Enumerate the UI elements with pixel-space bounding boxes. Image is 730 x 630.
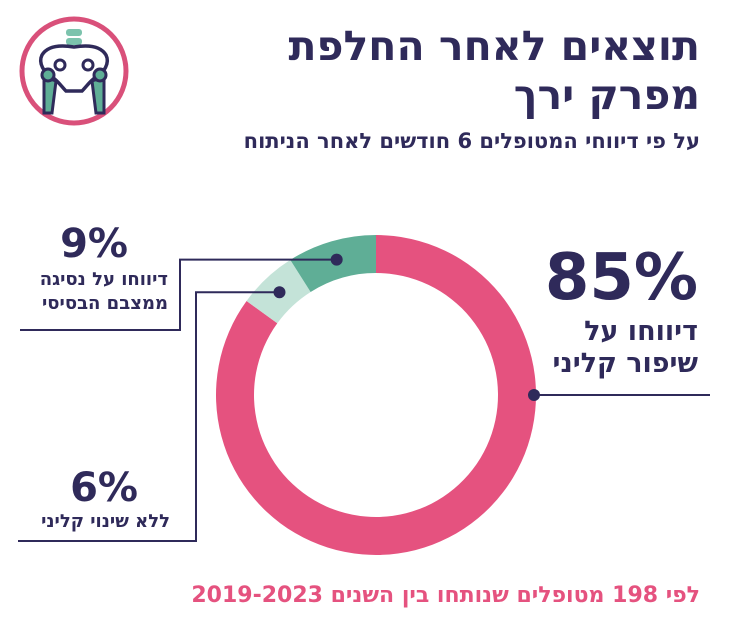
slice-desc-improved: דיווחו על שיפור קליני — [552, 316, 698, 379]
page-subtitle: על פי דיווחי המטופלים 6 חודשים לאחר הנית… — [243, 129, 700, 153]
slice-desc-declined: דיווחו על נסיגה ממצבם הבסיסי — [39, 269, 168, 314]
slice-desc-nochange: ללא שינוי קליני — [41, 511, 170, 532]
leader-nochange-dot — [273, 286, 286, 299]
page-title: תוצאים לאחר החלפת מפרק ירך — [288, 22, 700, 119]
leader-nochange-line — [18, 291, 280, 542]
slice-label-improved: 85% — [544, 241, 698, 315]
leader-improved-dot — [528, 389, 540, 401]
slice-label-nochange: 6% — [70, 465, 138, 511]
leader-declined-dot — [330, 253, 343, 266]
footer-note: לפי 198 מטופלים שנותחו בין השנים 2019-20… — [191, 583, 700, 608]
slice-label-declined: 9% — [60, 221, 128, 267]
leader-declined-line — [20, 258, 337, 331]
pelvis-hip-icon — [19, 16, 129, 126]
